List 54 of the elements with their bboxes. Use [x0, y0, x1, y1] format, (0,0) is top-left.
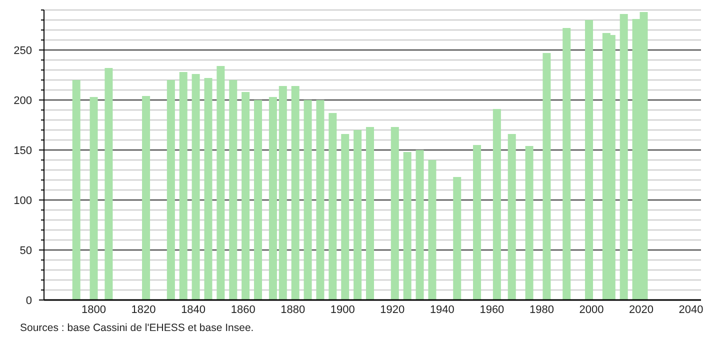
- bar: [242, 92, 250, 300]
- bar: [104, 68, 113, 300]
- bar: [525, 146, 534, 300]
- bar: [278, 86, 287, 300]
- x-tick-label: 1960: [480, 304, 504, 316]
- x-tick-label: 1880: [280, 304, 306, 316]
- bar: [204, 78, 212, 300]
- bar: [508, 134, 516, 300]
- bar: [620, 14, 628, 300]
- y-tick-label: 150: [14, 144, 32, 157]
- bar: [304, 100, 312, 300]
- bar: [142, 96, 150, 300]
- bar: [428, 160, 436, 300]
- y-tick-label: 200: [14, 94, 32, 107]
- bar: [328, 113, 337, 300]
- x-tick-label: 1860: [230, 304, 256, 316]
- bar: [390, 127, 399, 300]
- bar: [268, 97, 277, 300]
- x-tick-label: 2040: [678, 304, 704, 316]
- x-tick-label: 1840: [181, 304, 206, 316]
- bar: [341, 134, 350, 300]
- bar: [585, 20, 594, 300]
- x-tick-label: 1940: [430, 304, 454, 316]
- bar: [216, 66, 225, 300]
- bar: [229, 80, 238, 300]
- bar: [72, 80, 80, 300]
- bar: [179, 72, 188, 300]
- x-tick-label: 2000: [579, 304, 604, 316]
- x-tick-label: 1980: [529, 304, 554, 316]
- bar: [316, 100, 324, 300]
- bar: [453, 177, 462, 300]
- x-tick-label: 1820: [131, 304, 156, 316]
- bar: [403, 152, 412, 300]
- bar: [473, 145, 482, 300]
- bar: [542, 53, 551, 300]
- bar: [90, 97, 98, 300]
- x-tick-label: 1800: [82, 304, 106, 316]
- bar: [166, 80, 175, 300]
- x-tick-label: 1920: [380, 304, 405, 316]
- bar: [492, 109, 501, 300]
- x-tick-label: 2020: [629, 304, 654, 316]
- bar: [562, 28, 571, 300]
- bar: [291, 86, 300, 300]
- bar: [366, 127, 374, 300]
- y-tick-label: 100: [14, 194, 32, 207]
- source-note: Sources : base Cassini de l'EHESS et base Insee.: [20, 322, 254, 334]
- x-tick-label: 1900: [330, 304, 355, 316]
- bar: [192, 74, 200, 300]
- bar: [354, 130, 362, 300]
- y-tick-label: 250: [14, 44, 32, 57]
- y-tick-label: 0: [26, 294, 32, 307]
- bar: [254, 100, 262, 300]
- bar: [416, 150, 424, 300]
- y-tick-label: 50: [20, 244, 32, 257]
